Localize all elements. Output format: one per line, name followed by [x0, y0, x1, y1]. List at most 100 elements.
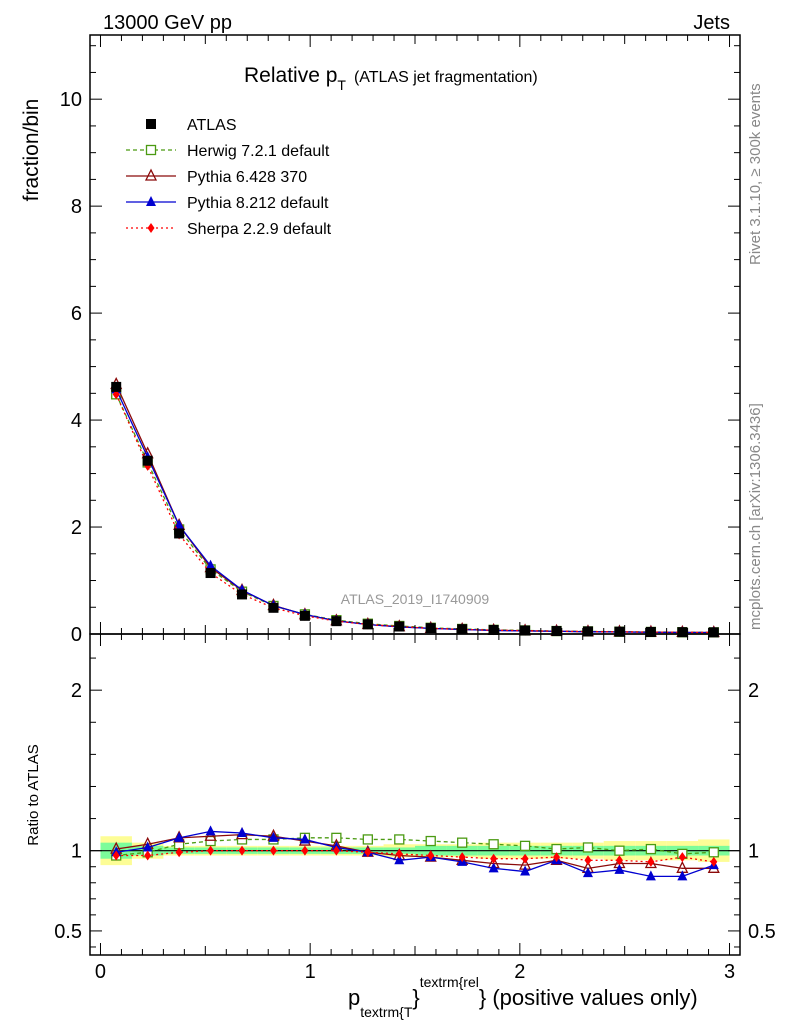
main-y-tick-label: 2 — [71, 517, 82, 539]
legend-label-atlas: ATLAS — [187, 117, 237, 134]
legend: ATLAS Herwig 7.2.1 default Pythia 6.428 37… — [126, 117, 332, 238]
ratio-point-pythia-8-212-default — [520, 865, 531, 876]
analysis-watermark: ATLAS_2019_I1740909 — [341, 591, 490, 607]
ratio-point-sherpa-2-2-9-default — [710, 856, 718, 867]
ratio-point-sherpa-2-2-9-default — [395, 848, 403, 859]
ratio-point-pythia-8-212-default — [174, 831, 185, 842]
ratio-point-pythia-8-212-default — [299, 833, 310, 844]
ratio-point-herwig-7-2-1-default — [394, 834, 405, 845]
mcplots-reference-label: mcplots.cern.ch [arXiv:1306.3436] — [747, 403, 764, 630]
x-axis-label-p: p — [348, 985, 360, 1010]
ratio-point-pythia-8-212-default — [488, 862, 499, 873]
tick-labels: 0 1 2 3 0 2 4 6 8 10 0.5 0.5 1 1 2 2 — [54, 89, 776, 983]
ratio-y-tick-label-right: 1 — [748, 841, 759, 863]
main-point-atlas — [362, 619, 373, 630]
ratio-point-sherpa-2-2-9-default — [647, 856, 655, 867]
x-axis-label-sup: textrm{rel — [420, 974, 479, 990]
ratio-point-sherpa-2-2-9-default — [427, 850, 435, 861]
ratio-point-sherpa-2-2-9-default — [112, 850, 120, 861]
main-y-tick-label: 10 — [60, 89, 82, 111]
main-plot-series — [110, 376, 720, 638]
main-point-atlas — [457, 624, 468, 635]
legend-label-pythia-8-212-default: Pythia 8.212 default — [187, 195, 329, 212]
main-point-atlas — [614, 626, 625, 637]
ratio-point-sherpa-2-2-9-default — [144, 850, 152, 861]
plot-title-main: Relative p — [244, 64, 337, 87]
ratio-point-sherpa-2-2-9-default — [332, 845, 340, 856]
main-point-atlas — [708, 627, 719, 638]
legend-marker-pythia-6-428-370 — [144, 168, 158, 181]
main-point-atlas — [174, 528, 185, 539]
ratio-point-herwig-7-2-1-default — [708, 847, 719, 858]
ratio-y-tick-label: 2 — [71, 680, 82, 702]
main-point-atlas — [425, 623, 436, 634]
ratio-point-sherpa-2-2-9-default — [678, 852, 686, 863]
main-point-atlas — [645, 626, 656, 637]
legend-label-herwig-7-2-1-default: Herwig 7.2.1 default — [187, 143, 330, 160]
main-point-atlas — [299, 610, 310, 621]
x-tick-label: 0 — [95, 961, 106, 983]
ratio-point-herwig-7-2-1-default — [488, 839, 499, 850]
x-axis-label-rest: } (positive values only) — [479, 985, 698, 1010]
ratio-point-pythia-8-212-default — [582, 867, 593, 878]
ratio-point-sherpa-2-2-9-default — [207, 845, 215, 856]
ratio-point-herwig-7-2-1-default — [362, 834, 373, 845]
ratio-point-pythia-8-212-default — [237, 827, 248, 838]
ratio-point-pythia-8-212-default — [645, 870, 656, 881]
rivet-version-label: Rivet 3.1.10, ≥ 300k events — [747, 83, 764, 265]
ratio-point-pythia-8-212-default — [394, 854, 405, 865]
main-y-tick-label: 0 — [71, 624, 82, 646]
main-point-pythia-8-212-default — [205, 559, 216, 570]
ratio-point-pythia-8-212-default — [268, 831, 279, 842]
x-axis-label-sub: textrm{T — [360, 1004, 413, 1020]
main-point-atlas — [582, 626, 593, 637]
ratio-point-sherpa-2-2-9-default — [364, 847, 372, 858]
main-y-tick-label: 4 — [71, 410, 82, 432]
main-point-pythia-8-212-default — [174, 519, 185, 530]
main-point-atlas — [520, 625, 531, 636]
ratio-line-pythia-8-212-default — [116, 830, 715, 878]
ratio-point-herwig-7-2-1-default — [425, 835, 436, 847]
ratio-point-pythia-8-212-default — [677, 870, 688, 881]
ratio-y-tick-label: 1 — [71, 841, 82, 863]
legend-marker-pythia-8-212-default — [146, 196, 156, 206]
ratio-point-pythia-8-212-default — [142, 841, 153, 852]
ratio-point-sherpa-2-2-9-default — [269, 845, 277, 856]
ratio-y-tick-label-right: 2 — [748, 680, 759, 702]
x-axis-label: ptextrm{T}textrm{rel} (positive values o… — [348, 974, 698, 1020]
ratio-point-herwig-7-2-1-default — [457, 837, 468, 848]
plot-title: Relative pT (ATLAS jet fragmentation) — [244, 64, 538, 93]
main-y-axis-label: fraction/bin — [20, 99, 43, 202]
x-axis-label-brace: } — [412, 985, 419, 1010]
main-point-atlas — [142, 455, 153, 466]
legend-marker-herwig-7-2-1-default — [145, 144, 157, 156]
ratio-y-axis-label: Ratio to ATLAS — [25, 744, 42, 845]
axis-ticks — [90, 35, 740, 955]
ratio-point-sherpa-2-2-9-default — [175, 847, 183, 858]
ratio-point-sherpa-2-2-9-default — [458, 852, 466, 863]
main-point-atlas — [268, 602, 279, 613]
main-point-atlas — [677, 627, 688, 638]
ratio-point-herwig-7-2-1-default — [519, 840, 531, 852]
main-point-atlas — [237, 589, 248, 600]
x-tick-label: 3 — [724, 961, 735, 983]
plot-title-sub: T — [337, 77, 346, 93]
ratio-point-sherpa-2-2-9-default — [553, 852, 561, 863]
main-point-atlas — [331, 616, 342, 627]
ratio-point-sherpa-2-2-9-default — [584, 855, 592, 866]
ratio-y-tick-label: 0.5 — [54, 921, 82, 943]
ratio-point-pythia-8-212-default — [614, 863, 625, 874]
x-tick-label: 2 — [514, 961, 525, 983]
main-point-atlas — [488, 624, 499, 635]
ratio-y-tick-label-right: 0.5 — [748, 921, 776, 943]
main-point-atlas — [205, 568, 216, 579]
ratio-point-pythia-8-212-default — [205, 825, 216, 836]
main-point-atlas — [111, 381, 122, 392]
ratio-point-herwig-7-2-1-default — [645, 843, 657, 855]
ratio-point-sherpa-2-2-9-default — [615, 855, 623, 866]
legend-marker-atlas — [146, 119, 156, 129]
ratio-plot-series — [110, 825, 720, 881]
ratio-point-herwig-7-2-1-default — [582, 842, 594, 853]
ratio-plot-frame — [89, 633, 741, 956]
